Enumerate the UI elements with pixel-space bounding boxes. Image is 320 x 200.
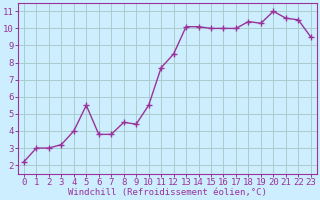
X-axis label: Windchill (Refroidissement éolien,°C): Windchill (Refroidissement éolien,°C) — [68, 188, 267, 197]
